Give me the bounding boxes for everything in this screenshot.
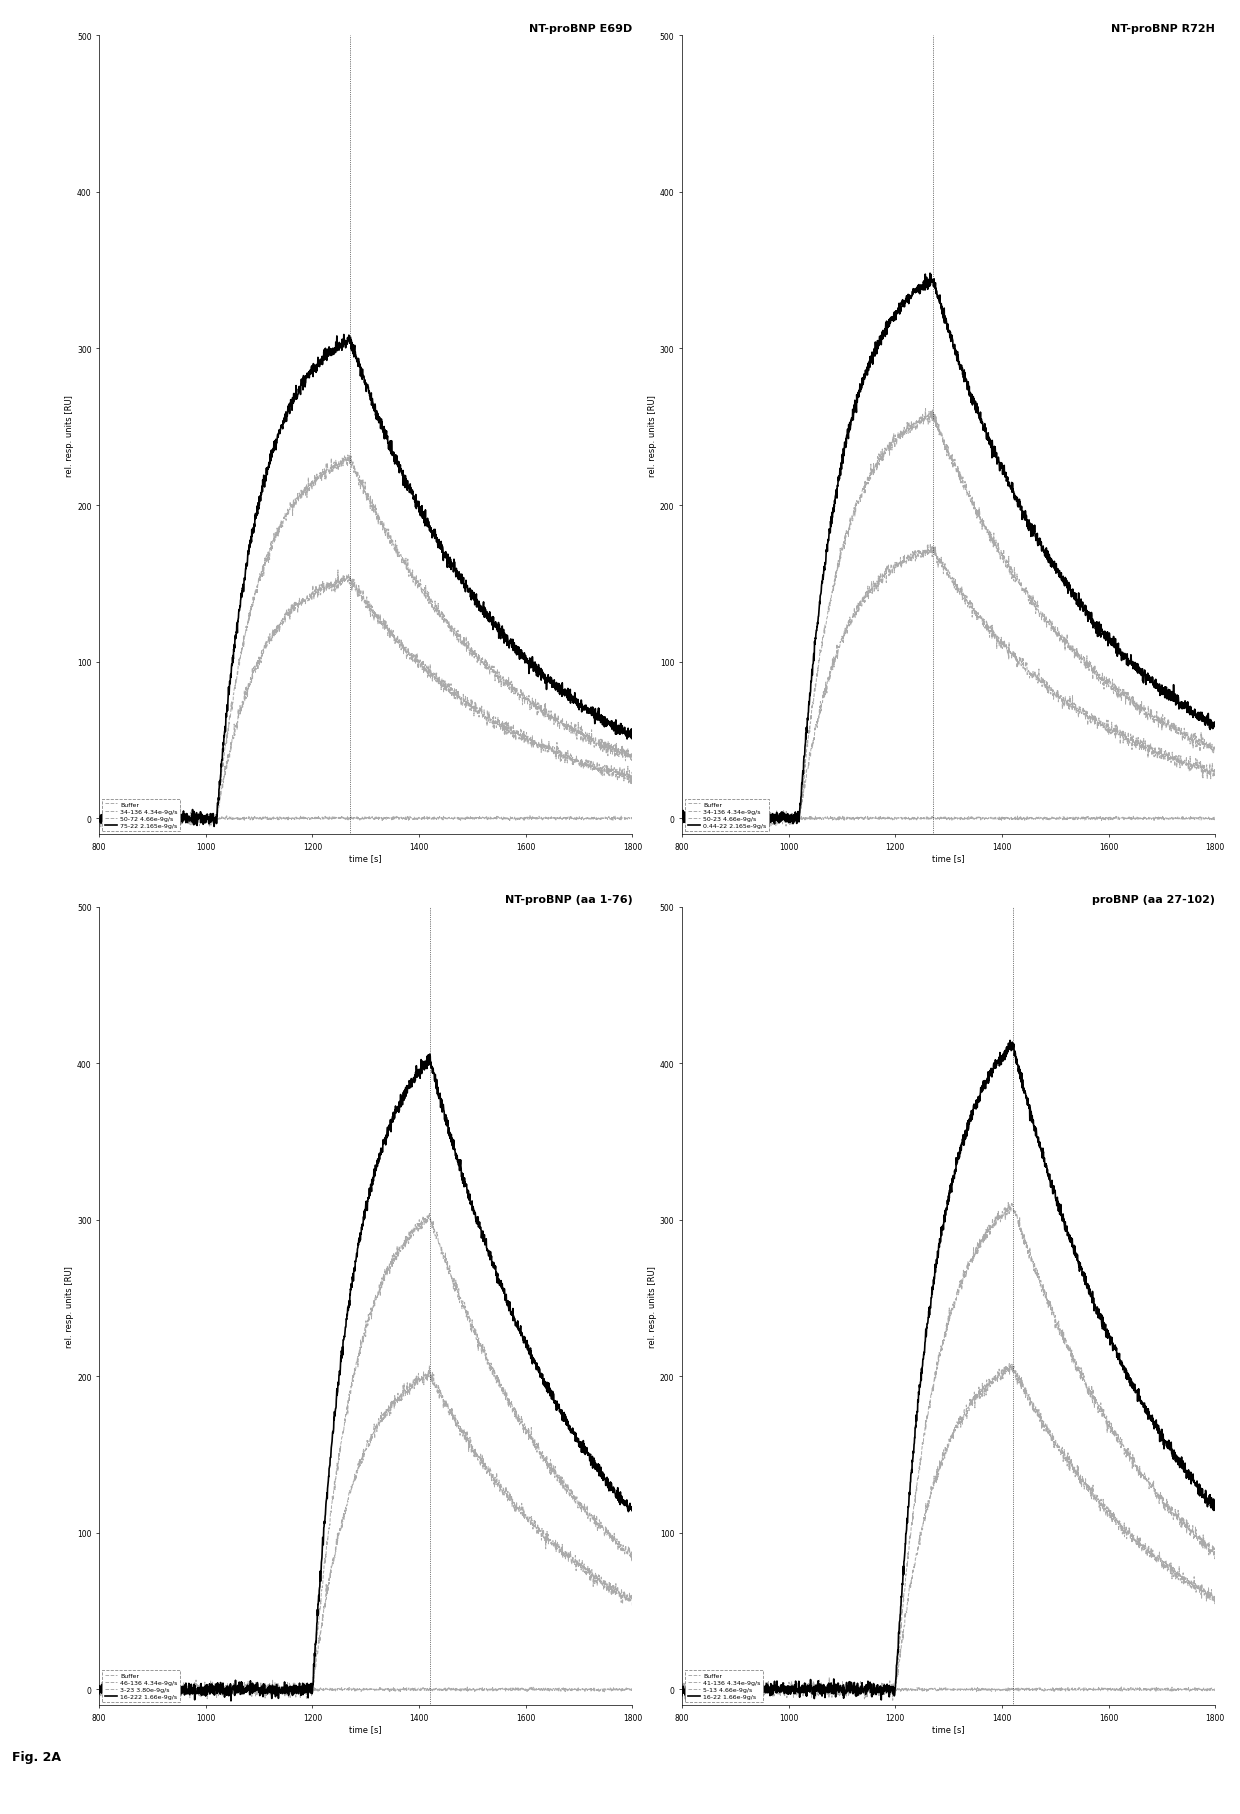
Legend: Buffer, 34-136 4.34e-9g/s, 50-72 4.66e-9g/s, 75-22 2.165e-9g/s: Buffer, 34-136 4.34e-9g/s, 50-72 4.66e-9… [103,800,181,831]
Y-axis label: rel. resp. units [RU]: rel. resp. units [RU] [66,394,74,477]
Y-axis label: rel. resp. units [RU]: rel. resp. units [RU] [649,1264,657,1348]
Legend: Buffer, 46-136 4.34e-9g/s, 3-23 3.80e-9g/s, 16-222 1.66e-9g/s: Buffer, 46-136 4.34e-9g/s, 3-23 3.80e-9g… [103,1671,180,1702]
Y-axis label: rel. resp. units [RU]: rel. resp. units [RU] [66,1264,74,1348]
X-axis label: time [s]: time [s] [350,854,382,863]
Legend: Buffer, 41-136 4.34e-9g/s, 5-13 4.66e-9g/s, 16-22 1.66e-9g/s: Buffer, 41-136 4.34e-9g/s, 5-13 4.66e-9g… [686,1671,763,1702]
X-axis label: time [s]: time [s] [350,1725,382,1734]
X-axis label: time [s]: time [s] [932,1725,965,1734]
Legend: Buffer, 34-136 4.34e-9g/s, 50-23 4.66e-9g/s, 0.44-22 2.165e-9g/s: Buffer, 34-136 4.34e-9g/s, 50-23 4.66e-9… [686,800,769,831]
Text: NT-proBNP R72H: NT-proBNP R72H [1111,24,1215,34]
Y-axis label: rel. resp. units [RU]: rel. resp. units [RU] [649,394,657,477]
Text: proBNP (aa 27-102): proBNP (aa 27-102) [1092,894,1215,905]
Text: NT-proBNP E69D: NT-proBNP E69D [529,24,632,34]
Text: NT-proBNP (aa 1-76): NT-proBNP (aa 1-76) [505,894,632,905]
X-axis label: time [s]: time [s] [932,854,965,863]
Text: Fig. 2A: Fig. 2A [12,1749,62,1763]
